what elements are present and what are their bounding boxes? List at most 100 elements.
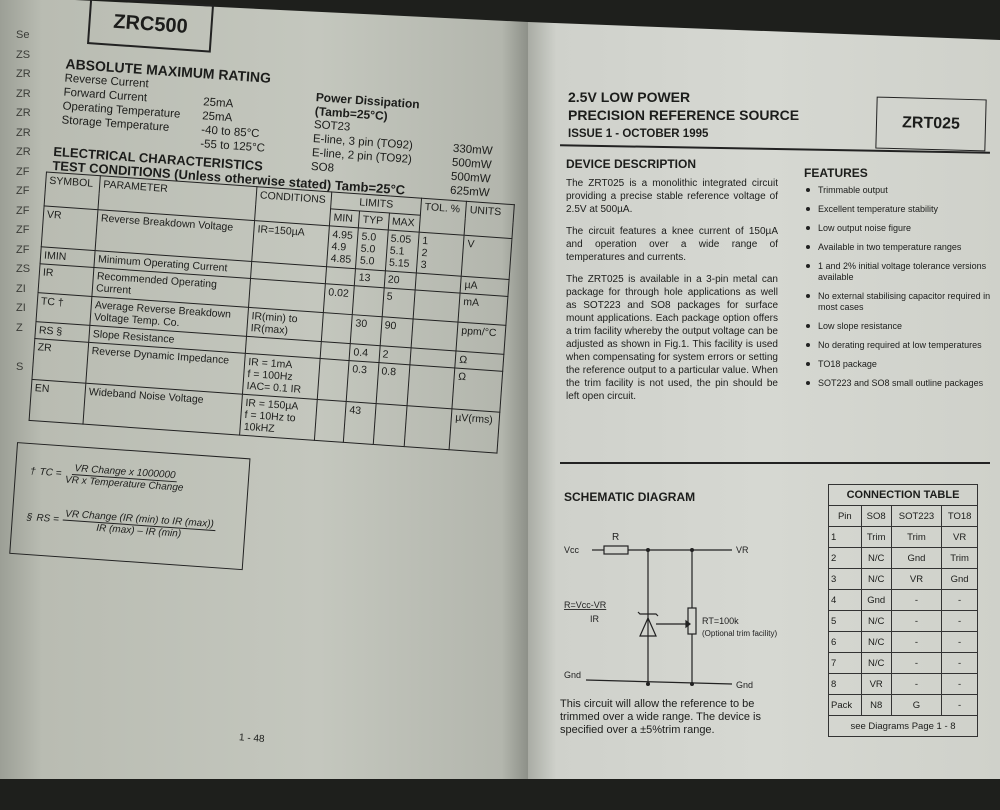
schematic-diagram: SCHEMATIC DIAGRAM Vcc	[564, 490, 777, 690]
table-row: 8 VR - -	[828, 673, 978, 695]
thumb-tab: ZF	[16, 185, 30, 197]
electrical-characteristics-table: SYMBOL PARAMETER CONDITIONS LIMITS TOL. …	[29, 171, 515, 454]
cell-min: 0.02	[323, 283, 355, 315]
resistor-r	[603, 545, 629, 555]
cell-max: 5.05 5.1 5.15	[384, 229, 420, 274]
gnd-right-label: Gnd	[736, 680, 753, 690]
tc-lhs: TC =	[39, 466, 62, 480]
r-formula-denominator: IR	[590, 614, 600, 624]
table-row: 6 N/C - -	[828, 631, 978, 653]
divider	[560, 462, 990, 464]
thumb-tab: ZI	[16, 302, 26, 314]
connection-table: CONNECTION TABLE Pin SO8 SOT223 TO18 1 Trim T…	[828, 484, 978, 737]
cell-max: 2	[378, 345, 412, 365]
column-header: TO18	[941, 505, 978, 527]
thumb-tab: ZR	[16, 87, 31, 100]
pin-cell: 6	[828, 631, 862, 653]
pin-cell: 4	[828, 589, 862, 611]
pin-function-cell: -	[941, 694, 978, 716]
power-value: 625mW	[449, 184, 490, 200]
part-number: ZRT025	[901, 114, 961, 133]
cell-units: mA	[458, 293, 508, 326]
cell-tol	[407, 364, 456, 409]
thumb-tab: ZI	[16, 282, 26, 295]
cell-symbol: VR	[41, 205, 99, 251]
pin-function-cell: N/C	[860, 547, 892, 569]
cell-conditions: IR = 1mA f = 100Hz IAC= 0.1 IR	[242, 353, 321, 400]
section-mark: §	[26, 511, 33, 524]
zener-diode	[639, 616, 657, 637]
header-max: MAX	[387, 212, 421, 233]
pin-function-cell: N/C	[860, 610, 892, 632]
table-row: 2 N/C Gnd Trim	[828, 547, 978, 569]
features: FEATURES Trimmable output Excellent tempe…	[804, 167, 994, 397]
feature-item: No derating required at low temperatures	[804, 340, 994, 351]
pin-function-cell: -	[941, 652, 978, 674]
pin-cell: 3	[828, 568, 862, 590]
table-row: 7 N/C - -	[828, 652, 978, 674]
junction	[646, 682, 650, 686]
pin-function-cell: VR	[860, 673, 892, 695]
junction	[646, 548, 650, 552]
cell-typ: 43	[343, 401, 376, 445]
feature-item: No external stabilising capacitor requir…	[804, 291, 994, 313]
section-title: DEVICE DESCRIPTION	[566, 157, 697, 171]
rs-lhs: RS =	[35, 512, 60, 526]
pin-cell: Pack	[828, 694, 862, 716]
thumb-tab	[16, 338, 31, 358]
pin-function-cell: Trim	[941, 547, 978, 569]
pin-function-cell: VR	[941, 526, 978, 548]
cell-min	[314, 399, 347, 443]
pin-cell: 7	[828, 652, 862, 674]
column-header: Pin	[828, 505, 862, 527]
pin-function-cell: N/C	[860, 568, 892, 590]
description-paragraph: The ZRT025 is available in a 3-pin metal…	[566, 274, 778, 402]
document-title: 2.5V LOW POWER PRECISION REFERENCE SOURC…	[568, 88, 799, 124]
feature-item: Low output noise figure	[804, 223, 994, 234]
table-title: CONNECTION TABLE	[828, 484, 978, 506]
r-label: R	[612, 532, 619, 543]
cell-symbol: ZR	[31, 338, 89, 384]
feature-item: TO18 package	[804, 359, 994, 370]
thumb-tab: Z	[16, 321, 23, 334]
pin-function-cell: -	[941, 610, 978, 632]
header-symbol: SYMBOL	[44, 171, 101, 210]
cell-max: 5	[381, 287, 416, 319]
schematic-svg: Vcc R VR R=Vcc-VR IR RT=100k (Optional t…	[564, 532, 777, 690]
table-row: 3 N/C VR Gnd	[828, 568, 978, 590]
junction	[690, 682, 694, 686]
pin-function-cell: -	[890, 589, 943, 611]
pin-cell: 2	[828, 547, 862, 569]
cell-symbol: IR	[38, 263, 95, 297]
formula-box: † TC = VR Change x 1000000 VR x Temperatu…	[9, 442, 251, 571]
table-row: 1 Trim Trim VR	[828, 526, 978, 548]
pin-function-cell: Gnd	[941, 568, 978, 590]
cell-min	[320, 341, 351, 361]
pin-function-cell: -	[941, 673, 978, 695]
thumb-tab: ZF	[16, 204, 30, 217]
cell-min	[325, 266, 356, 286]
feature-item: 1 and 2% initial voltage tolerance versi…	[804, 261, 994, 283]
page-number: 1 - 48	[238, 732, 265, 746]
pin-function-cell: -	[941, 589, 978, 611]
header-tol: TOL. %	[419, 198, 467, 236]
pin-function-cell: -	[890, 610, 943, 632]
cell-conditions: IR = 150µA f = 10Hz to 10kHZ	[239, 394, 318, 441]
cell-units: µV(rms)	[449, 408, 500, 454]
cell-typ	[352, 285, 384, 317]
pin-function-cell: Trim	[860, 526, 892, 548]
zener-bar	[637, 611, 659, 617]
thumb-tab: ZR	[16, 126, 31, 139]
cell-symbol: EN	[29, 379, 86, 425]
column-header: SOT223	[890, 505, 943, 527]
pin-function-cell: -	[890, 652, 943, 674]
cell-typ: 5.0 5.0 5.0	[355, 227, 388, 271]
thumb-tab: ZS	[16, 263, 31, 275]
pin-function-cell: Gnd	[860, 589, 892, 611]
wiper-arrow	[685, 619, 691, 629]
vr-label: VR	[736, 545, 749, 555]
pin-cell: 1	[828, 526, 862, 548]
device-description: DEVICE DESCRIPTION The ZRT025 is a monol…	[566, 158, 778, 412]
pin-function-cell: N/C	[860, 631, 892, 653]
cell-max: 90	[379, 316, 414, 348]
